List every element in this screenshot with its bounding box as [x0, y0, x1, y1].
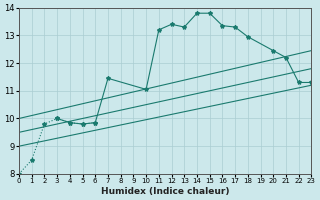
X-axis label: Humidex (Indice chaleur): Humidex (Indice chaleur): [101, 187, 229, 196]
